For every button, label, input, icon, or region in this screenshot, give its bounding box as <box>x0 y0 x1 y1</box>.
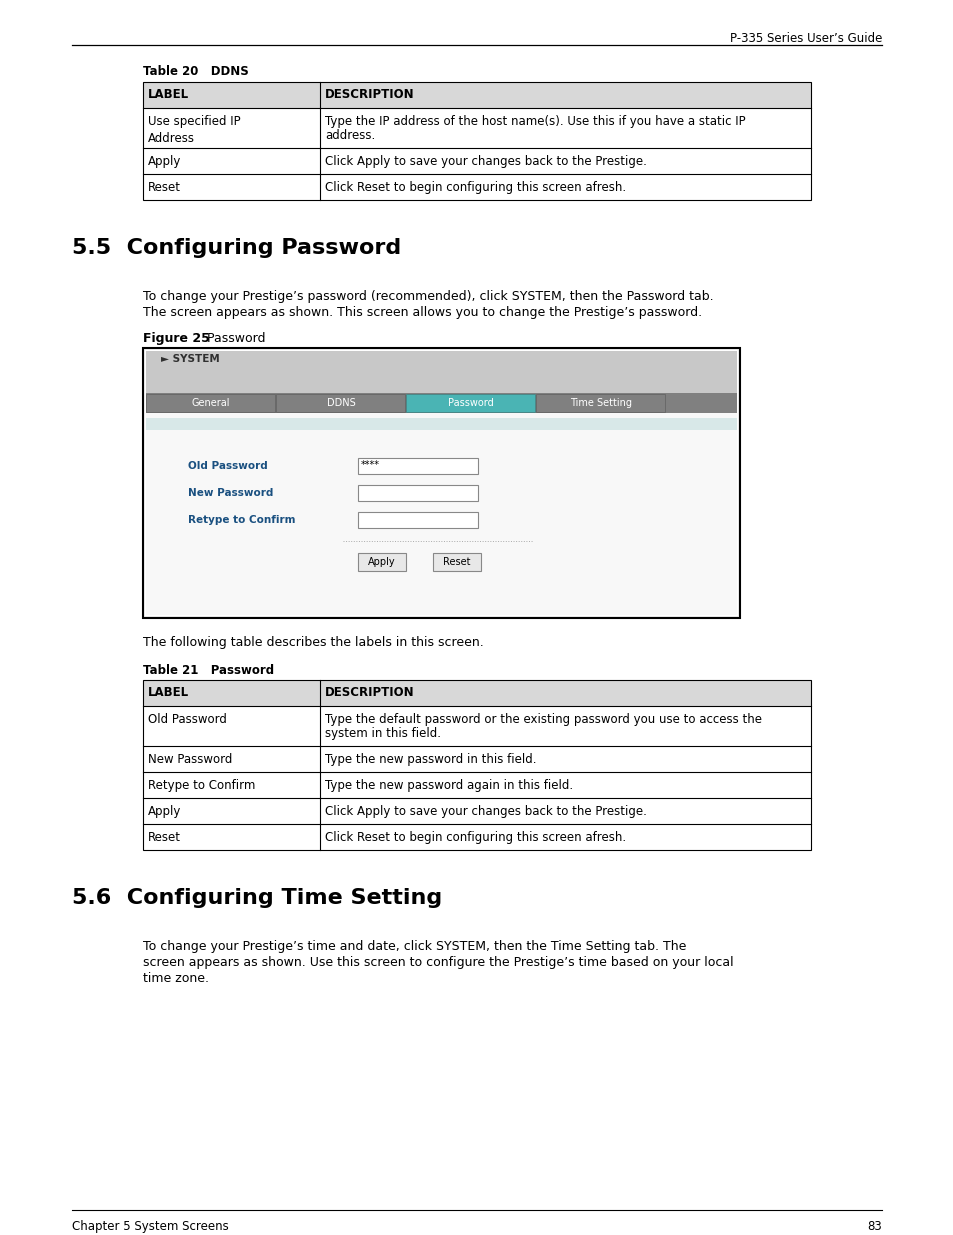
Bar <box>143 82 810 200</box>
Text: Type the new password again in this field.: Type the new password again in this fiel… <box>325 779 573 792</box>
Bar <box>146 351 737 367</box>
Text: Time Setting: Time Setting <box>570 398 632 408</box>
Text: The screen appears as shown. This screen allows you to change the Prestige’s pas: The screen appears as shown. This screen… <box>143 306 701 319</box>
Bar <box>406 394 535 412</box>
Bar <box>433 553 480 571</box>
Text: Click Apply to save your changes back to the Prestige.: Click Apply to save your changes back to… <box>325 805 646 818</box>
Text: 5.6  Configuring Time Setting: 5.6 Configuring Time Setting <box>71 888 442 908</box>
Text: Click Apply to save your changes back to the Prestige.: Click Apply to save your changes back to… <box>325 156 646 168</box>
Text: DESCRIPTION: DESCRIPTION <box>325 687 415 699</box>
Text: Type the default password or the existing password you use to access the: Type the default password or the existin… <box>325 713 761 726</box>
Text: To change your Prestige’s time and date, click SYSTEM, then the Time Setting tab: To change your Prestige’s time and date,… <box>143 940 685 953</box>
Bar <box>357 553 406 571</box>
Text: P-335 Series User’s Guide: P-335 Series User’s Guide <box>729 32 882 44</box>
Bar <box>146 417 737 430</box>
Text: To change your Prestige’s password (recommended), click SYSTEM, then the Passwor: To change your Prestige’s password (reco… <box>143 290 713 303</box>
Bar <box>146 394 274 412</box>
Text: Old Password: Old Password <box>148 713 227 726</box>
Text: New Password: New Password <box>188 488 274 498</box>
Text: Password: Password <box>194 332 265 345</box>
Text: screen appears as shown. Use this screen to configure the Prestige’s time based : screen appears as shown. Use this screen… <box>143 956 733 969</box>
Text: 83: 83 <box>866 1220 882 1233</box>
Text: Table 21   Password: Table 21 Password <box>143 664 274 677</box>
Text: DESCRIPTION: DESCRIPTION <box>325 89 415 101</box>
Text: LABEL: LABEL <box>148 687 189 699</box>
Bar <box>146 412 737 615</box>
Bar <box>357 513 477 529</box>
Text: New Password: New Password <box>148 753 233 766</box>
Text: Old Password: Old Password <box>188 461 268 471</box>
Text: ► SYSTEM: ► SYSTEM <box>161 354 219 364</box>
Text: Reset: Reset <box>443 557 470 567</box>
Bar <box>143 680 810 850</box>
Text: Password: Password <box>448 398 494 408</box>
Text: General: General <box>192 398 230 408</box>
Text: Retype to Confirm: Retype to Confirm <box>148 779 255 792</box>
Text: 5.5  Configuring Password: 5.5 Configuring Password <box>71 238 401 258</box>
Text: Figure 25: Figure 25 <box>143 332 210 345</box>
Text: Apply: Apply <box>148 156 181 168</box>
Text: The following table describes the labels in this screen.: The following table describes the labels… <box>143 636 483 650</box>
Text: Chapter 5 System Screens: Chapter 5 System Screens <box>71 1220 229 1233</box>
Text: Apply: Apply <box>148 805 181 818</box>
Bar <box>357 458 477 474</box>
Bar <box>143 348 740 618</box>
Text: Apply: Apply <box>368 557 395 567</box>
Text: Reset: Reset <box>148 182 181 194</box>
Text: Retype to Confirm: Retype to Confirm <box>188 515 295 525</box>
Bar <box>357 485 477 501</box>
Bar <box>536 394 664 412</box>
Text: Table 20   DDNS: Table 20 DDNS <box>143 65 249 78</box>
Text: time zone.: time zone. <box>143 972 209 986</box>
Text: Click Reset to begin configuring this screen afresh.: Click Reset to begin configuring this sc… <box>325 831 625 844</box>
Text: Type the new password in this field.: Type the new password in this field. <box>325 753 536 766</box>
Text: Reset: Reset <box>148 831 181 844</box>
Bar <box>143 82 810 107</box>
Bar <box>145 350 738 616</box>
Bar <box>143 680 810 706</box>
Text: Use specified IP
Address: Use specified IP Address <box>148 115 240 144</box>
Bar <box>146 393 737 412</box>
Text: LABEL: LABEL <box>148 89 189 101</box>
Text: Click Reset to begin configuring this screen afresh.: Click Reset to begin configuring this sc… <box>325 182 625 194</box>
Text: DDNS: DDNS <box>326 398 355 408</box>
Text: system in this field.: system in this field. <box>325 727 440 740</box>
Text: address.: address. <box>325 128 375 142</box>
Text: Type the IP address of the host name(s). Use this if you have a static IP: Type the IP address of the host name(s).… <box>325 115 745 128</box>
Bar <box>275 394 405 412</box>
Text: ****: **** <box>360 459 379 471</box>
